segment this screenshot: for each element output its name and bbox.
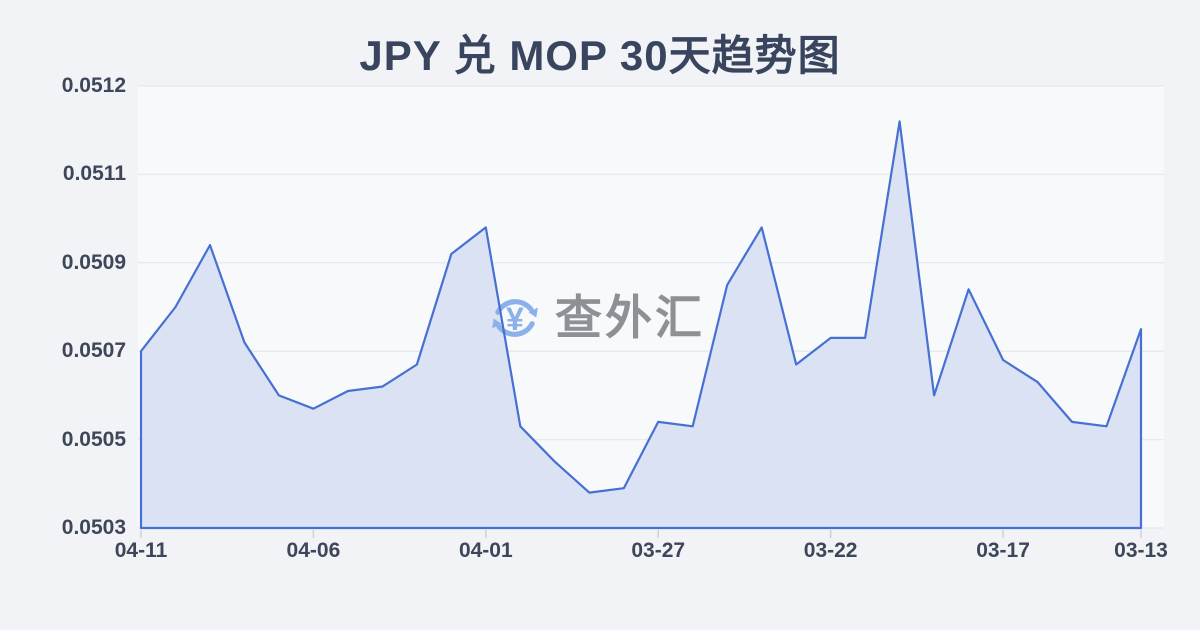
x-tick-label: 04-11 xyxy=(114,539,168,562)
trend-line xyxy=(139,120,1143,530)
y-tick-label: 0.0512 xyxy=(61,74,126,97)
x-tick-label: 03-27 xyxy=(631,539,686,562)
watermark-text: 查外汇 xyxy=(555,291,705,344)
y-tick-label: 0.0509 xyxy=(61,250,126,274)
x-tick-label: 03-17 xyxy=(976,539,1030,562)
x-tick-label: 04-06 xyxy=(286,539,341,562)
y-tick-label: 0.0505 xyxy=(61,427,126,451)
y-tick-label: 0.0503 xyxy=(61,516,126,539)
watermark: ¥ 查外汇 xyxy=(488,291,705,345)
x-tick-label: 04-01 xyxy=(458,539,513,562)
y-tick-label: 0.0507 xyxy=(61,339,126,363)
arrow-head-left xyxy=(492,318,502,329)
arrow-head-right xyxy=(528,307,538,318)
chart-title: JPY 兑 MOP 30天趋势图 xyxy=(359,32,841,79)
area-fill xyxy=(141,121,1141,529)
yen-symbol: ¥ xyxy=(506,301,524,337)
currency-exchange-icon: ¥ xyxy=(492,299,538,337)
y-tick-label: 0.0511 xyxy=(62,162,126,186)
x-tick-label: 03-22 xyxy=(803,539,858,562)
x-tick-label: 03-13 xyxy=(1114,539,1168,562)
plot-area xyxy=(138,86,1164,528)
